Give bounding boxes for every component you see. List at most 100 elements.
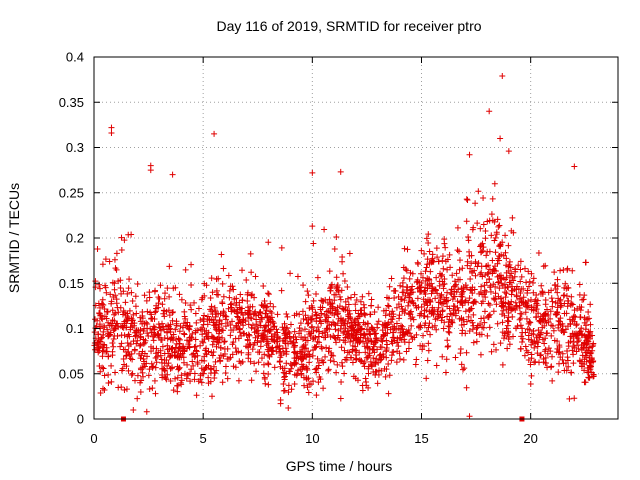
x-tick-label: 15 xyxy=(414,431,428,446)
data-point xyxy=(244,297,251,304)
data-point xyxy=(374,321,381,328)
data-point xyxy=(194,352,201,359)
data-point xyxy=(239,358,246,365)
data-point xyxy=(381,332,388,339)
data-point xyxy=(259,335,266,342)
data-point xyxy=(411,334,418,341)
data-point xyxy=(489,195,496,202)
data-point xyxy=(525,298,532,305)
data-point xyxy=(451,293,458,300)
data-point xyxy=(343,354,350,361)
data-point xyxy=(217,352,224,359)
data-point xyxy=(417,324,424,331)
data-point xyxy=(388,319,395,326)
data-point xyxy=(480,221,487,228)
data-point xyxy=(265,291,272,298)
data-point xyxy=(150,345,157,352)
data-point xyxy=(495,223,502,230)
data-point xyxy=(489,270,496,277)
data-point xyxy=(590,371,597,378)
data-point xyxy=(489,217,496,224)
data-point xyxy=(352,316,359,323)
data-point xyxy=(211,375,218,382)
data-point xyxy=(536,318,543,325)
data-point xyxy=(352,301,359,308)
data-point xyxy=(532,314,539,321)
data-point xyxy=(280,349,287,356)
data-point xyxy=(537,290,544,297)
data-point xyxy=(212,324,219,331)
data-point xyxy=(487,282,494,289)
data-point xyxy=(503,274,510,281)
data-point xyxy=(339,254,346,261)
data-point xyxy=(342,304,349,311)
data-point xyxy=(265,348,272,355)
data-point xyxy=(481,308,488,315)
data-point xyxy=(478,269,485,276)
data-point xyxy=(581,367,588,374)
data-point xyxy=(159,301,166,308)
data-point xyxy=(317,376,324,383)
data-point xyxy=(535,339,542,346)
data-point xyxy=(570,360,577,367)
data-point xyxy=(424,357,431,364)
data-point xyxy=(590,342,597,349)
data-point xyxy=(519,339,526,346)
data-point xyxy=(374,346,381,353)
data-point xyxy=(191,299,198,306)
data-point xyxy=(386,283,393,290)
data-point xyxy=(113,250,120,257)
data-point xyxy=(509,306,516,313)
data-point xyxy=(368,338,375,345)
data-point xyxy=(217,357,224,364)
data-point xyxy=(431,322,438,329)
data-point xyxy=(222,370,229,377)
data-point xyxy=(477,225,484,232)
data-point xyxy=(328,349,335,356)
x-axis-label: GPS time / hours xyxy=(286,458,393,474)
data-point xyxy=(323,344,330,351)
data-point xyxy=(141,292,148,299)
data-point xyxy=(330,332,337,339)
data-point xyxy=(547,315,554,322)
data-point xyxy=(118,367,125,374)
data-point xyxy=(209,341,216,348)
data-point xyxy=(319,297,326,304)
data-point xyxy=(506,303,513,310)
data-point xyxy=(439,314,446,321)
data-point xyxy=(105,371,112,378)
data-point xyxy=(403,287,410,294)
data-point xyxy=(334,287,341,294)
data-point xyxy=(285,340,292,347)
data-point xyxy=(243,277,250,284)
data-point xyxy=(149,385,156,392)
data-point xyxy=(208,349,215,356)
data-point xyxy=(99,347,106,354)
data-point xyxy=(291,328,298,335)
data-point xyxy=(453,289,460,296)
data-point xyxy=(319,345,326,352)
data-point xyxy=(559,350,566,357)
data-point xyxy=(466,151,473,158)
data-point xyxy=(425,324,432,331)
data-point xyxy=(178,381,185,388)
data-point xyxy=(99,334,106,341)
data-point xyxy=(461,365,468,372)
data-point xyxy=(478,263,485,270)
data-point xyxy=(103,348,110,355)
data-point xyxy=(203,333,210,340)
data-point xyxy=(500,299,507,306)
data-point xyxy=(110,294,117,301)
data-point xyxy=(550,327,557,334)
data-point xyxy=(336,303,343,310)
data-point xyxy=(505,267,512,274)
data-point xyxy=(213,336,220,343)
data-point xyxy=(502,232,509,239)
data-point xyxy=(139,369,146,376)
data-point xyxy=(580,341,587,348)
data-point xyxy=(187,378,194,385)
data-point xyxy=(158,359,165,366)
data-point xyxy=(152,331,159,338)
data-point xyxy=(169,171,176,178)
data-point xyxy=(393,359,400,366)
